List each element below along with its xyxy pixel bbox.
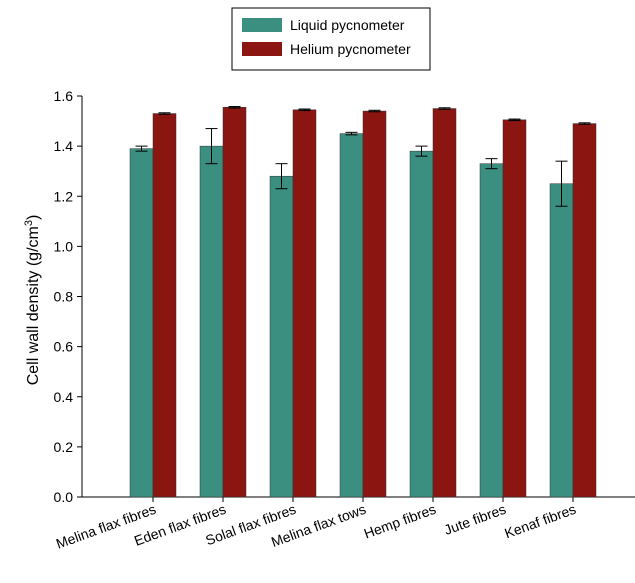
legend-swatch <box>242 42 282 56</box>
x-tick-label: Hemp fibres <box>362 501 438 542</box>
y-tick-label: 0.2 <box>54 439 74 455</box>
bar <box>339 133 364 498</box>
legend-label: Liquid pycnometer <box>290 17 405 33</box>
y-tick-label: 0.0 <box>54 489 74 505</box>
legend-swatch <box>242 18 282 32</box>
bar <box>222 107 247 498</box>
bar <box>199 145 224 498</box>
y-tick-label: 0.4 <box>54 389 74 405</box>
y-tick-label: 1.0 <box>54 238 74 254</box>
x-tick-label: Jute fibres <box>442 501 508 538</box>
legend-label: Helium pycnometer <box>290 41 411 57</box>
bar <box>572 123 597 498</box>
y-axis-label: Cell wall density (g/cm3) <box>23 215 42 386</box>
bar <box>292 109 317 498</box>
x-tick-label: Kenaf fibres <box>502 501 578 542</box>
bar <box>362 110 387 498</box>
bar <box>269 175 294 498</box>
y-tick-label: 1.6 <box>54 88 74 104</box>
bar <box>129 148 154 498</box>
bar <box>409 150 434 498</box>
bar <box>549 183 574 498</box>
bar <box>479 163 504 498</box>
bar <box>152 113 177 498</box>
bar <box>432 108 457 498</box>
bar <box>502 119 527 498</box>
y-tick-label: 0.8 <box>54 289 74 305</box>
y-tick-label: 1.4 <box>54 138 74 154</box>
y-label-text: Cell wall density (g/cm <box>25 226 42 385</box>
y-label-sup: 3 <box>23 220 35 226</box>
y-tick-label: 0.6 <box>54 339 74 355</box>
y-tick-label: 1.2 <box>54 188 74 204</box>
y-label-text: ) <box>25 215 42 220</box>
